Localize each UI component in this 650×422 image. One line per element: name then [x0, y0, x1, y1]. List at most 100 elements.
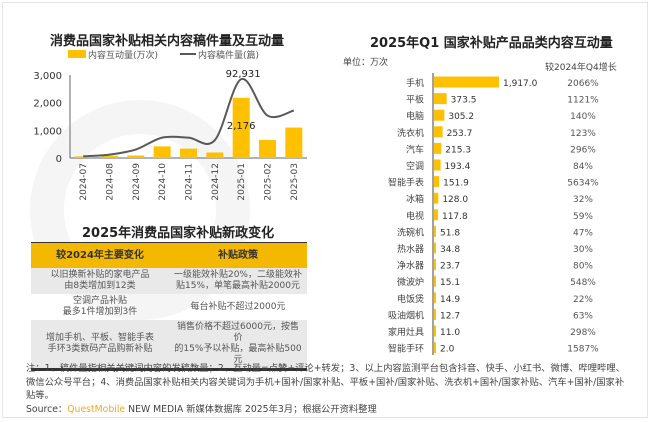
value-label: 34.8	[440, 245, 460, 255]
category-label: 家用灶具	[388, 326, 424, 338]
category-label: 智能手环	[388, 343, 424, 355]
source-brand: QuestMobile	[67, 403, 126, 415]
category-label: 空调	[406, 160, 424, 172]
value-label: 1,917.0	[503, 79, 538, 89]
legend-bar-label: 内容互动量(万次)	[88, 49, 158, 61]
x-tick-label: 2024-08	[106, 163, 116, 201]
header-policy: 补贴政策	[218, 250, 258, 261]
bar	[434, 93, 447, 105]
right-chart: 手机 1,917.0 2066% 平板 373.5 1121% 电脑 305.2 140% 洗衣机…	[388, 73, 599, 355]
growth-label: 1121%	[567, 96, 599, 106]
growth-label: 296%	[570, 145, 596, 155]
category-label: 电视	[406, 210, 424, 222]
bar	[259, 140, 276, 158]
bar	[434, 225, 436, 237]
bar	[434, 275, 436, 287]
category-label: 热水器	[397, 243, 424, 255]
growth-label: 59%	[573, 212, 593, 222]
cell: 一级能效补贴20%，二级能效补 贴15%，单笔最高补贴2000元	[173, 270, 302, 291]
x-tick-label: 2024-10	[158, 163, 168, 201]
x-tick-label: 2024-11	[185, 163, 195, 201]
line-peak-label: 92,931	[226, 69, 261, 80]
bar	[434, 159, 441, 171]
growth-label: 84%	[573, 162, 593, 172]
growth-label: 298%	[570, 328, 596, 338]
bar	[434, 176, 440, 188]
x-tick-label: 2025-01	[237, 163, 247, 201]
y-tick-label: 0	[56, 154, 62, 165]
bar	[434, 259, 436, 271]
header-change: 较2024年主要变化	[56, 250, 144, 261]
y-tick-label: 1,000	[33, 126, 62, 137]
cell: 空调产品补贴 最多1件增加到3件	[62, 296, 138, 317]
growth-label: 47%	[573, 228, 593, 238]
category-label: 洗碗机	[397, 226, 424, 238]
source-line: Source：QuestMobile NEW MEDIA 新媒体数据库 2025…	[26, 403, 626, 417]
category-label: 电饭煲	[397, 293, 424, 305]
table-row: 以旧换新补贴的家电产品 由8类增加到12类 一级能效补贴20%，二级能效补 贴1…	[31, 268, 307, 294]
growth-header: 较2024年Q4增长	[545, 63, 617, 73]
category-label: 智能手表	[388, 177, 424, 189]
category-label: 净水器	[397, 260, 424, 272]
notes-text: 注：1、稿件量指相关关键词内容的发稿数量；2、互动量=点赞+评论+转发；3、以上…	[26, 363, 625, 401]
legend-bar-swatch	[68, 50, 86, 58]
table-row: 增加手机、平板、智能手表 手环3类数码产品购新补贴 销售价格不超过6000元，按…	[31, 320, 307, 368]
growth-label: 30%	[573, 245, 593, 255]
category-label: 平板	[406, 94, 424, 106]
value-label: 2.0	[440, 345, 455, 355]
bar	[232, 97, 250, 158]
bar	[101, 155, 118, 158]
value-label: 23.7	[440, 262, 460, 272]
value-label: 12.7	[440, 311, 460, 321]
growth-label: 140%	[570, 112, 596, 122]
bar	[206, 152, 224, 158]
table-title: 2025年消费品国家补贴新政变化	[82, 226, 275, 241]
bar	[180, 148, 197, 158]
x-tick-label: 2025-02	[264, 163, 274, 201]
bar	[434, 109, 445, 121]
bar	[434, 192, 439, 204]
category-label: 微波炉	[397, 276, 424, 288]
category-label: 冰箱	[406, 193, 424, 205]
source-suffix: NEW MEDIA 新媒体数据库 2025年3月；根据公开资料整理	[125, 403, 377, 415]
bar	[434, 142, 442, 154]
cell: 销售价格不超过6000元，按售价 的15%予以补贴，最高补贴500元	[174, 322, 302, 365]
bar	[74, 156, 92, 158]
y-tick-label: 2,000	[33, 99, 62, 110]
value-label: 305.2	[448, 112, 474, 122]
cell: 增加手机、平板、智能手表 手环3类数码产品购新补贴	[45, 333, 154, 354]
value-label: 215.3	[445, 145, 471, 155]
growth-label: 32%	[573, 195, 593, 205]
x-tick-label: 2024-07	[79, 163, 89, 201]
bar	[127, 155, 145, 158]
category-label: 洗衣机	[397, 127, 424, 139]
bar	[434, 342, 436, 354]
x-tick-label: 2024-09	[132, 163, 142, 201]
category-label: 手机	[406, 77, 424, 89]
growth-label: 22%	[573, 295, 593, 305]
growth-label: 80%	[573, 262, 593, 272]
category-label: 电脑	[406, 110, 424, 122]
value-label: 15.1	[440, 278, 460, 288]
bar	[434, 209, 438, 221]
x-tick-label: 2024-12	[211, 163, 221, 201]
value-label: 117.8	[442, 212, 468, 222]
bar	[434, 242, 436, 254]
notes: 注：1、稿件量指相关关键词内容的发稿数量；2、互动量=点赞+评论+转发；3、以上…	[26, 362, 626, 416]
bar-peak-label: 2,176	[227, 121, 256, 132]
x-tick-label: 2025-03	[290, 163, 300, 201]
cell: 每台补贴不超过2000元	[190, 301, 286, 312]
bar	[153, 146, 171, 158]
growth-label: 2066%	[567, 79, 599, 89]
value-label: 253.7	[447, 129, 473, 139]
unit-label: 单位：万次	[343, 58, 389, 68]
bar	[434, 325, 436, 337]
legend-line-label: 内容稿件量(篇)	[198, 49, 259, 61]
left-chart-title: 消费品国家补贴相关内容稿件量及互动量	[50, 34, 285, 49]
value-label: 128.0	[442, 195, 468, 205]
growth-label: 1587%	[567, 345, 599, 355]
category-label: 吸油烟机	[388, 309, 424, 321]
bar	[434, 308, 436, 320]
right-chart-title: 2025年Q1 国家补贴产品品类内容互动量	[370, 36, 613, 51]
growth-label: 123%	[570, 129, 596, 139]
